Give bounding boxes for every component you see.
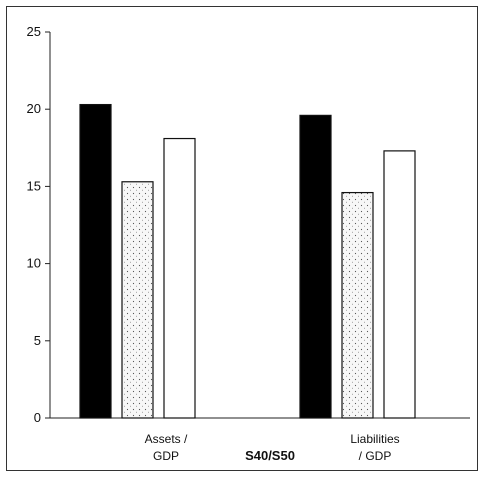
chart-frame [6,6,478,471]
bar [341,191,374,419]
bar [121,181,154,419]
x-category-label: Assets / [145,432,188,446]
y-tick-label: 15 [27,178,41,193]
x-category-label: / GDP [359,449,392,463]
bar [79,103,112,419]
bar [383,150,416,419]
x-category-label: GDP [153,449,179,463]
x-category-label: Liabilities [350,432,399,446]
bar [299,114,332,419]
bars [79,103,416,419]
x-axis-label: S40/S50 [245,448,295,463]
bar [163,137,196,419]
y-tick-label: 5 [34,333,41,348]
y-tick-label: 0 [34,410,41,425]
y-tick-label: 10 [27,256,41,271]
labels: 0 5 10 15 20 25 Assets / GDP Liabilities / GDP S40… [27,24,400,463]
y-tick-label: 20 [27,101,41,116]
y-tick-label: 25 [27,24,41,39]
